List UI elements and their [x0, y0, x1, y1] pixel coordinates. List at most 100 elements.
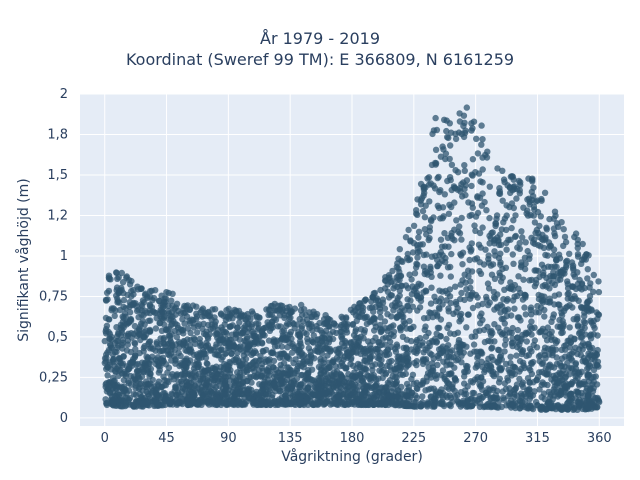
data-point: [500, 219, 507, 226]
y-axis-ticks: 0 0,25 0,5 0,75 1 1,2 1,5 1,8 2: [39, 87, 68, 426]
data-point: [452, 130, 459, 137]
data-point: [520, 276, 527, 283]
data-point: [408, 276, 415, 283]
data-point: [343, 365, 350, 372]
data-point: [213, 363, 220, 370]
data-point: [286, 355, 293, 362]
data-point: [546, 330, 553, 338]
data-point: [363, 383, 370, 391]
data-point: [432, 390, 439, 397]
data-point: [590, 366, 598, 374]
data-point: [422, 387, 429, 394]
data-point: [546, 285, 553, 292]
data-point: [502, 385, 510, 393]
data-point: [585, 252, 592, 259]
data-point: [328, 377, 336, 384]
data-point: [519, 379, 527, 386]
data-point: [195, 360, 202, 367]
data-point: [343, 326, 350, 334]
data-point: [160, 390, 167, 397]
data-point: [433, 375, 440, 382]
data-point: [355, 304, 362, 311]
data-point: [524, 196, 531, 203]
data-point: [554, 277, 561, 284]
data-point: [472, 213, 480, 220]
data-point: [532, 267, 540, 274]
data-point: [447, 142, 454, 149]
data-point: [441, 191, 448, 198]
data-point: [494, 165, 501, 172]
data-point: [347, 339, 354, 346]
data-point: [137, 285, 144, 293]
data-point: [305, 384, 312, 392]
data-point: [345, 370, 352, 378]
data-point: [471, 222, 478, 229]
data-point: [163, 377, 171, 385]
data-point: [506, 402, 513, 409]
data-point: [499, 197, 506, 204]
data-point: [513, 195, 520, 202]
data-point: [144, 380, 151, 388]
data-point: [432, 114, 439, 122]
data-point: [530, 379, 537, 386]
data-point: [225, 386, 232, 394]
data-point: [572, 344, 579, 351]
data-point: [472, 333, 479, 340]
data-point: [429, 367, 437, 374]
data-point: [415, 234, 422, 241]
data-point: [379, 394, 386, 401]
data-point: [539, 325, 547, 332]
data-point: [126, 309, 134, 316]
data-point: [223, 349, 230, 357]
data-point: [574, 389, 581, 396]
x-tick-label: 360: [587, 431, 612, 446]
data-point: [414, 254, 421, 261]
data-point: [122, 320, 129, 327]
data-point: [345, 349, 352, 356]
chart-title-line1: År 1979 - 2019: [260, 29, 380, 48]
data-point: [258, 360, 266, 368]
data-point: [301, 357, 308, 364]
data-point: [120, 353, 127, 360]
data-point: [126, 394, 134, 402]
data-point: [486, 299, 493, 306]
data-point: [470, 341, 478, 348]
data-point: [544, 381, 551, 389]
data-point: [528, 318, 535, 325]
data-point: [221, 381, 229, 388]
data-point: [242, 355, 250, 363]
data-point: [570, 271, 577, 278]
data-point: [392, 348, 400, 355]
data-point: [503, 212, 510, 219]
data-point: [183, 378, 190, 385]
data-point: [236, 374, 243, 382]
data-point: [216, 347, 223, 354]
data-point: [378, 328, 385, 335]
data-point: [427, 300, 435, 307]
data-point: [541, 281, 548, 289]
data-point: [411, 398, 418, 406]
data-point: [232, 308, 240, 315]
data-point: [484, 280, 492, 287]
data-point: [591, 352, 598, 359]
data-point: [545, 239, 553, 246]
data-point: [262, 356, 269, 363]
data-point: [511, 305, 518, 312]
data-point: [544, 324, 551, 331]
x-tick-label: 135: [278, 431, 303, 446]
data-point: [457, 389, 465, 396]
data-point: [219, 375, 226, 383]
data-point: [138, 359, 146, 366]
data-point: [184, 325, 192, 332]
data-point: [451, 393, 459, 400]
data-point: [542, 406, 550, 413]
data-point: [522, 239, 529, 246]
data-point: [111, 362, 118, 370]
data-point: [182, 309, 189, 316]
data-point: [246, 362, 253, 370]
data-point: [561, 267, 568, 274]
data-point: [110, 305, 117, 312]
data-point: [338, 374, 346, 381]
data-point: [536, 358, 543, 365]
